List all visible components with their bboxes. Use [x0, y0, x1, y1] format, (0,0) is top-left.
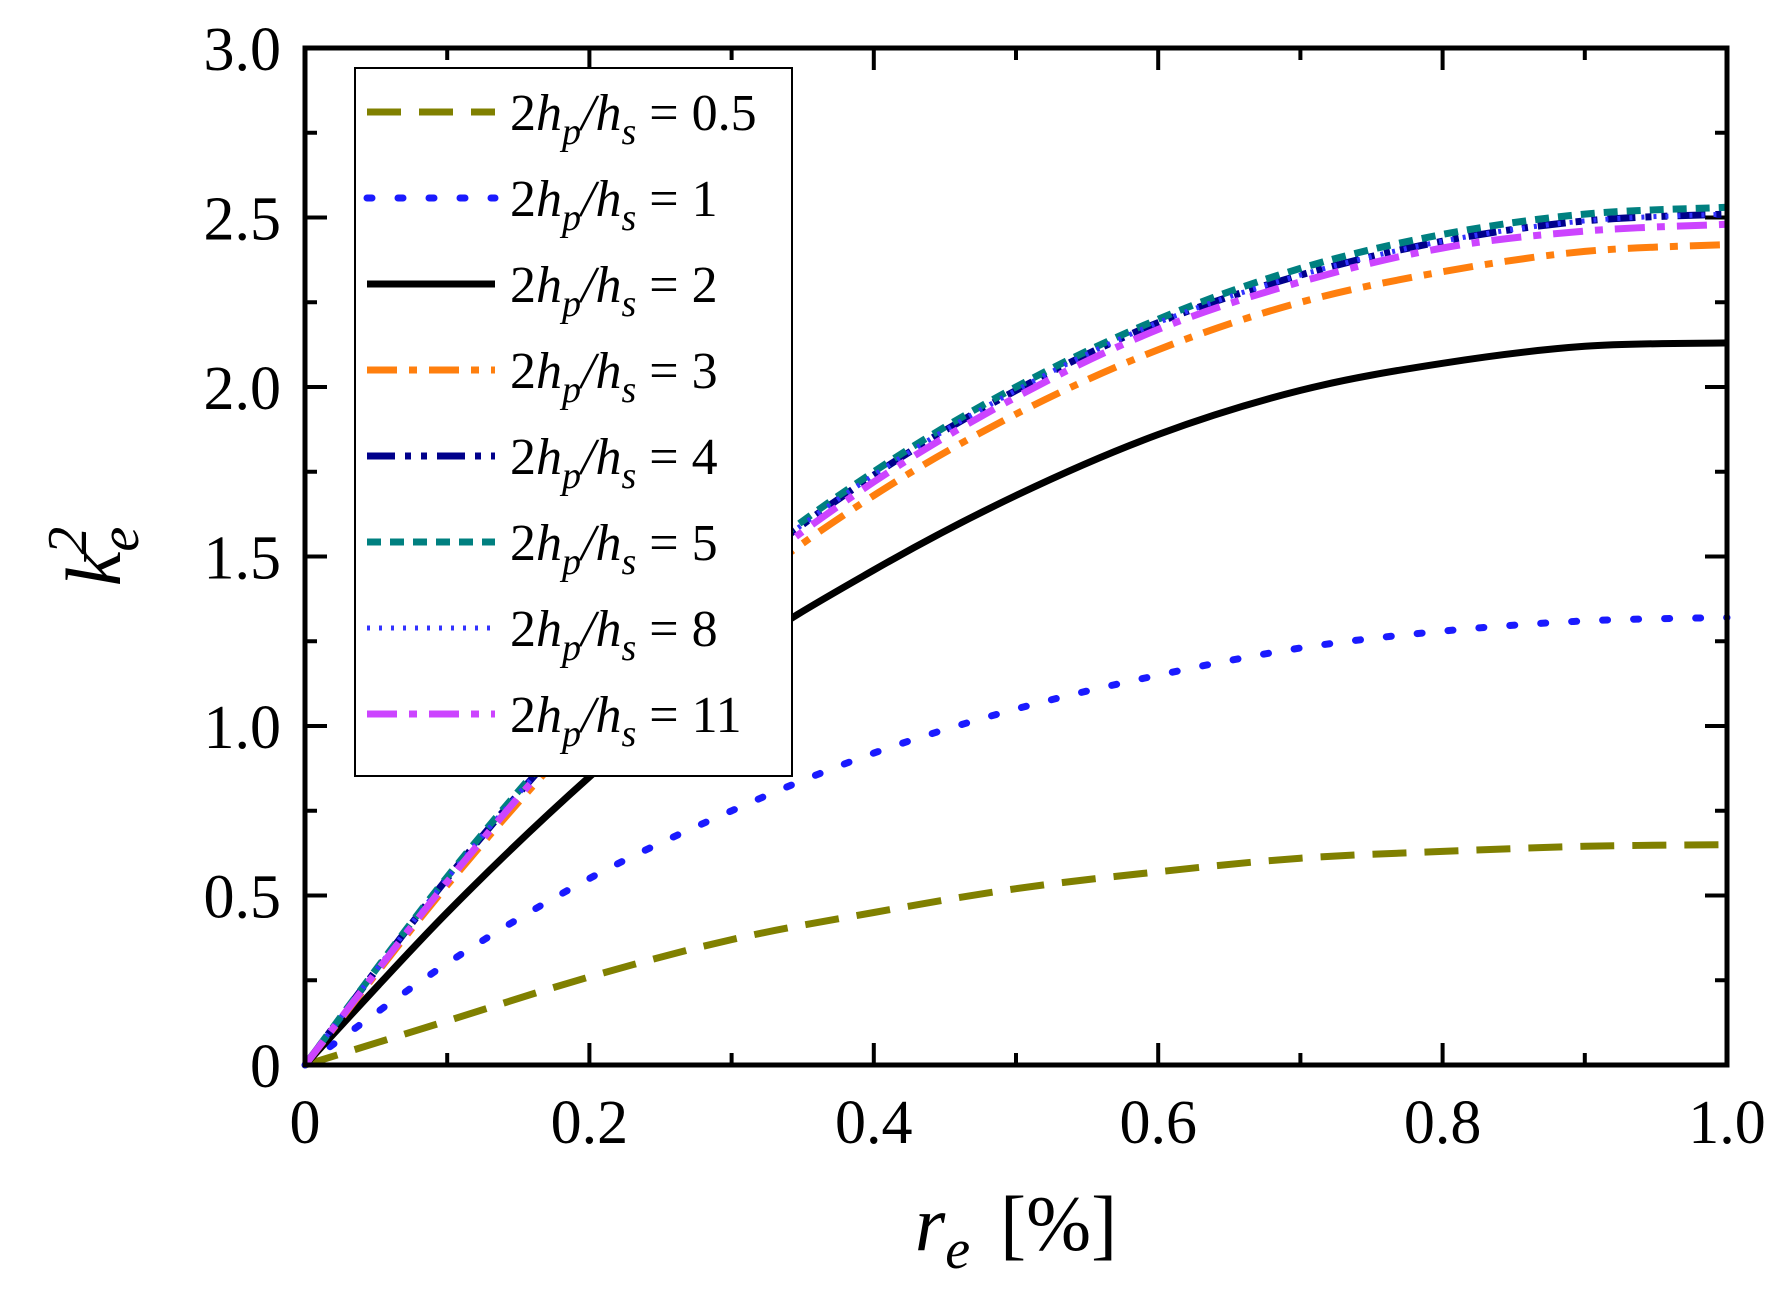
y-tick-label: 1.5	[204, 525, 282, 593]
series-line-2	[302, 339, 1728, 1068]
x-tick-label: 0.8	[1404, 1089, 1482, 1157]
x-tick-label: 0.4	[835, 1089, 913, 1157]
x-tick-label: 0.6	[1119, 1089, 1197, 1157]
y-tick-label: 0	[250, 1033, 281, 1101]
legend-label: 2hp/hs = 1	[510, 171, 718, 239]
plot-frame	[302, 45, 1730, 1068]
series-line-0-5	[303, 841, 1728, 1069]
legend-label: 2hp/hs = 5	[510, 515, 718, 583]
legend: 2hp/hs = 0.5 2hp/hs = 1 2hp/hs = 2 2hp/hs =…	[354, 67, 793, 777]
x-axis-title: re [%]	[915, 1180, 1117, 1281]
y-tick-label: 1.0	[204, 694, 282, 762]
labels-layer: 0 0.2 0.4 0.6 0.8 1.0 0 0.5 1.0 1.5 2.0 2.5 3.0 re [%]…	[37, 16, 1766, 1281]
y-tick-label: 2.0	[204, 355, 282, 423]
x-tick-label: 0.2	[551, 1089, 629, 1157]
y-tick-label: 2.5	[204, 186, 282, 254]
y-axis-title: ke2	[37, 527, 151, 586]
legend-label: 2hp/hs = 2	[510, 257, 718, 325]
legend-label: 2hp/hs = 0.5	[510, 85, 757, 153]
x-tick-label: 0	[290, 1089, 321, 1157]
series-layer	[301, 203, 1731, 1069]
legend-label: 2hp/hs = 8	[510, 601, 718, 669]
legend-box	[354, 67, 793, 777]
legend-label: 2hp/hs = 3	[510, 343, 718, 411]
series-line-11	[302, 220, 1728, 1068]
legend-label: 2hp/hs = 11	[510, 687, 742, 755]
series-line-5	[302, 203, 1728, 1068]
legend-label: 2hp/hs = 4	[510, 429, 718, 497]
y-tick-label: 0.5	[204, 864, 282, 932]
x-tick-label: 1.0	[1688, 1089, 1766, 1157]
y-tick-label: 3.0	[204, 16, 282, 84]
